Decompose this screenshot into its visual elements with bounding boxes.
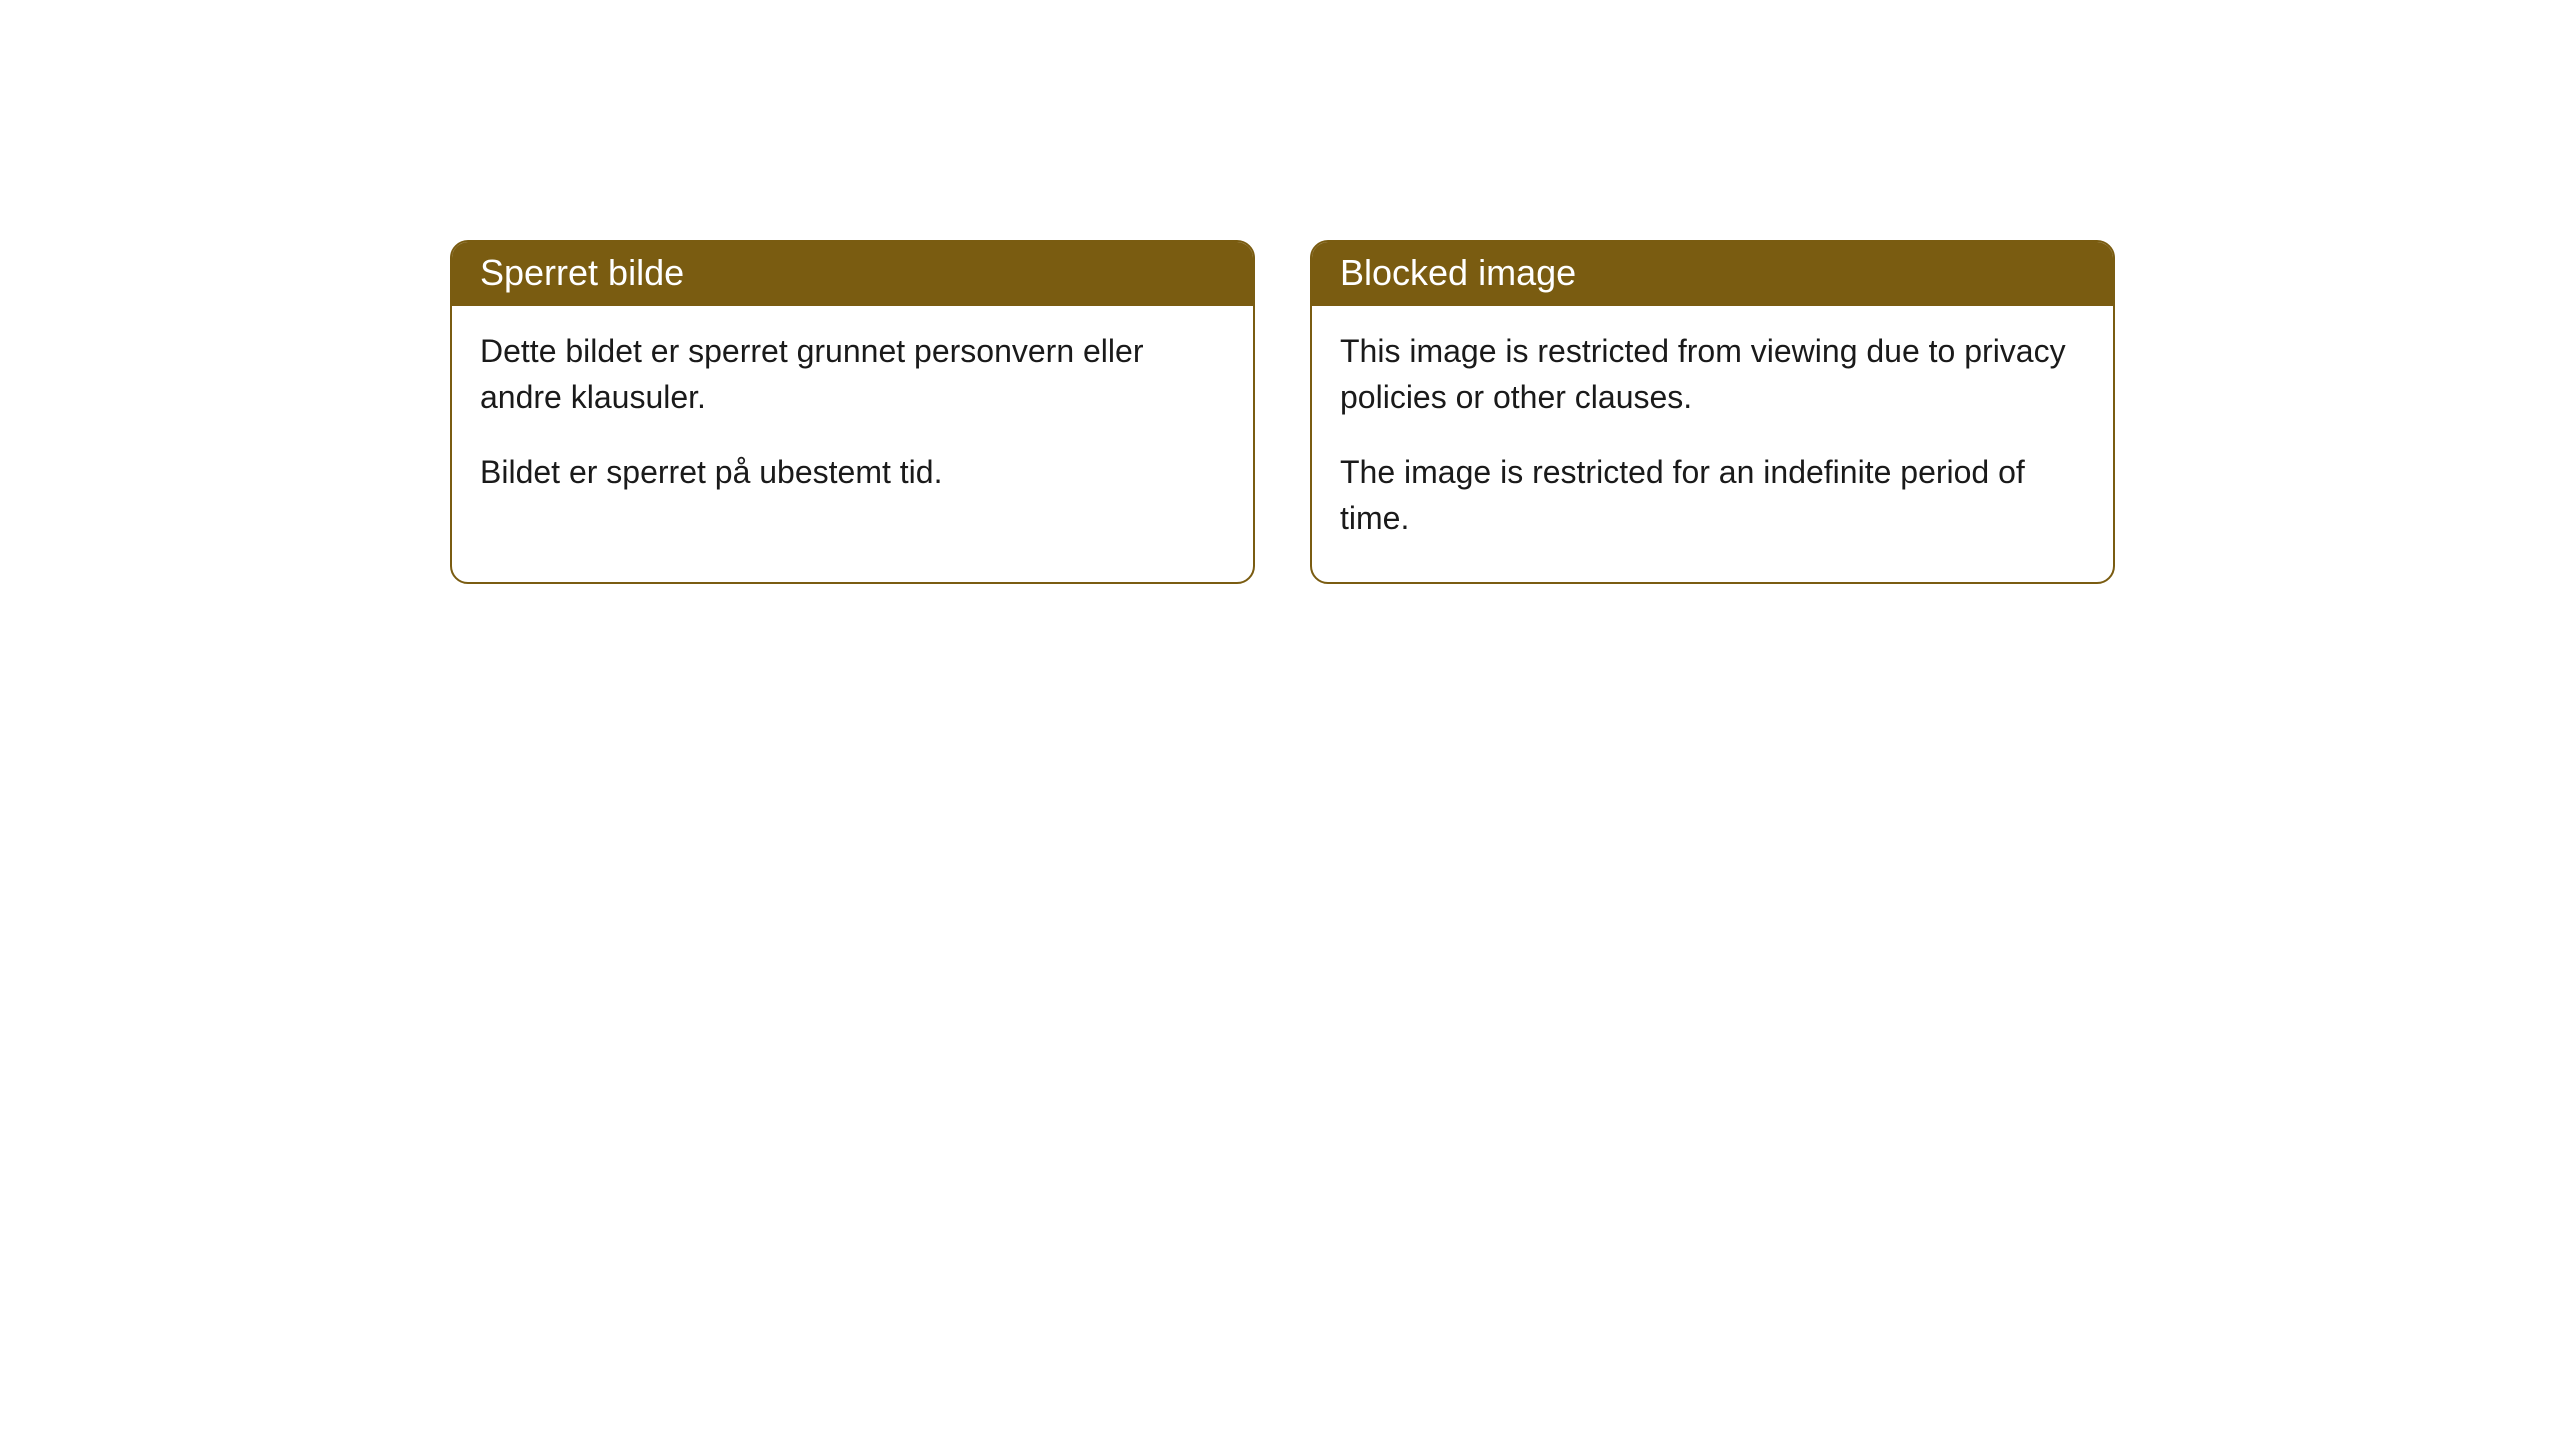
card-paragraph-en-1: This image is restricted from viewing du…	[1340, 328, 2085, 421]
card-paragraph-no-2: Bildet er sperret på ubestemt tid.	[480, 449, 1225, 495]
card-title-no: Sperret bilde	[452, 242, 1253, 306]
blocked-image-card-no: Sperret bilde Dette bildet er sperret gr…	[450, 240, 1255, 584]
card-body-en: This image is restricted from viewing du…	[1312, 306, 2113, 582]
card-body-no: Dette bildet er sperret grunnet personve…	[452, 306, 1253, 535]
notice-cards-container: Sperret bilde Dette bildet er sperret gr…	[450, 240, 2115, 584]
card-title-en: Blocked image	[1312, 242, 2113, 306]
card-paragraph-en-2: The image is restricted for an indefinit…	[1340, 449, 2085, 542]
card-paragraph-no-1: Dette bildet er sperret grunnet personve…	[480, 328, 1225, 421]
blocked-image-card-en: Blocked image This image is restricted f…	[1310, 240, 2115, 584]
